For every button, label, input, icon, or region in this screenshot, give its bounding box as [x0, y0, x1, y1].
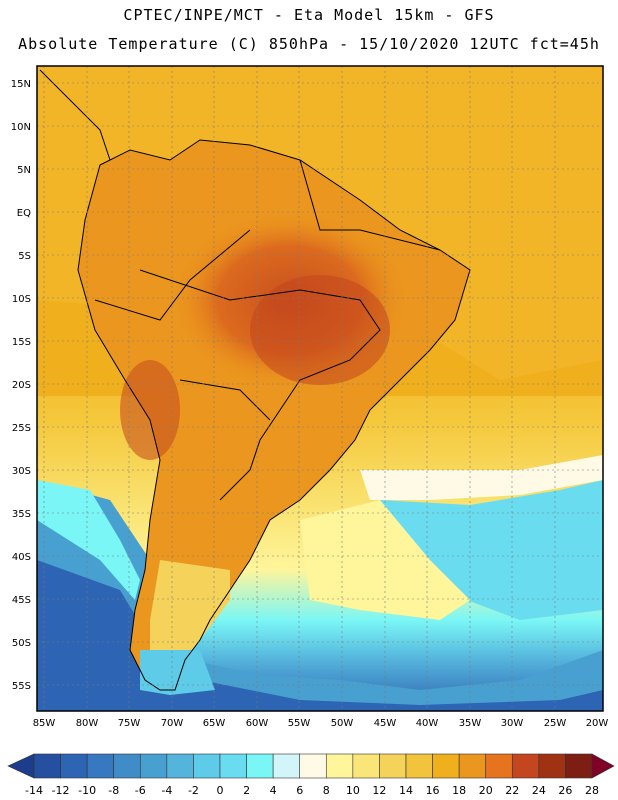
latitude-labels: 15N 10N 5N EQ 5S 10S 15S 20S 25S 30S 35S… [11, 79, 31, 692]
lat-label: 30S [12, 466, 31, 477]
colorbar-swatch [113, 753, 141, 779]
lon-label: 65W [203, 718, 226, 729]
colorbar-swatch [458, 753, 487, 779]
lat-label: EQ [17, 208, 31, 219]
lat-label: 5N [17, 165, 31, 176]
lon-label: 20W [586, 718, 609, 729]
colorbar-swatch [325, 753, 354, 779]
colorbar-swatch [511, 753, 540, 779]
colorbar-swatch [60, 753, 88, 779]
lon-label: 30W [501, 718, 524, 729]
colorbar-swatch [538, 753, 566, 779]
colorbar-label: -2 [188, 784, 199, 797]
colorbar: -14 -12 -10 -8 -6 -4 -2 0 2 4 6 8 10 12 14 16 18 20 22 24 26… [7, 753, 615, 797]
colorbar-label: -8 [108, 784, 119, 797]
colorbar-arrow-high [591, 753, 615, 779]
colorbar-label: 8 [323, 784, 330, 797]
lon-label: 40W [416, 718, 439, 729]
map-field [37, 66, 603, 711]
colorbar-swatch [379, 753, 407, 779]
colorbar-swatch [33, 753, 61, 779]
lon-label: 85W [33, 718, 56, 729]
colorbar-swatch [485, 753, 513, 779]
lat-label: 40S [12, 552, 31, 563]
lon-label: 25W [544, 718, 567, 729]
map-frame [36, 65, 604, 712]
colorbar-swatch [246, 753, 274, 779]
colorbar-swatch [299, 753, 327, 779]
colorbar-label: 26 [558, 784, 572, 797]
colorbar-label: 4 [270, 784, 277, 797]
colorbar-label: -14 [25, 784, 43, 797]
lat-label: 50S [12, 638, 31, 649]
colorbar-arrow-low [7, 753, 35, 779]
colorbar-label: 10 [346, 784, 360, 797]
colorbar-label: 22 [505, 784, 519, 797]
colorbar-label: 14 [399, 784, 413, 797]
colorbar-swatch [432, 753, 460, 779]
lat-label: 5S [18, 251, 31, 262]
colorbar-swatch [86, 753, 115, 779]
colorbar-swatch [405, 753, 433, 779]
lon-label: 55W [288, 718, 311, 729]
lat-label: 15S [12, 337, 31, 348]
colorbar-label: 18 [452, 784, 466, 797]
colorbar-label: 2 [243, 784, 250, 797]
lat-label: 25S [12, 423, 31, 434]
colorbar-swatch [272, 753, 301, 779]
colorbar-label: 28 [585, 784, 599, 797]
lat-label: 20S [12, 380, 31, 391]
lon-label: 80W [76, 718, 99, 729]
lon-label: 45W [374, 718, 397, 729]
title-line-2: Absolute Temperature (C) 850hPa - 15/10/… [18, 35, 600, 53]
colorbar-swatch [193, 753, 221, 779]
colorbar-label: -10 [78, 784, 96, 797]
lat-label: 45S [12, 595, 31, 606]
colorbar-label: 20 [479, 784, 493, 797]
colorbar-swatch [139, 753, 168, 779]
colorbar-label: 16 [426, 784, 440, 797]
colorbar-label: -12 [52, 784, 70, 797]
longitude-labels: 85W 80W 75W 70W 65W 60W 55W 50W 45W 40W … [33, 718, 609, 729]
colorbar-swatch [166, 753, 194, 779]
colorbar-label: 6 [296, 784, 303, 797]
graticule [37, 66, 603, 711]
coastlines [39, 69, 471, 691]
colorbar-label: -4 [161, 784, 172, 797]
lon-label: 35W [459, 718, 482, 729]
title-line-1: CPTEC/INPE/MCT - Eta Model 15km - GFS [123, 6, 495, 24]
colorbar-label: 12 [372, 784, 386, 797]
colorbar-swatch [352, 753, 380, 779]
lon-label: 60W [246, 718, 269, 729]
colorbar-swatch [565, 753, 593, 779]
lon-label: 70W [161, 718, 184, 729]
colorbar-label: -6 [135, 784, 146, 797]
lat-label: 55S [12, 681, 31, 692]
lat-label: 35S [12, 509, 31, 520]
colorbar-label: 0 [217, 784, 224, 797]
lon-label: 75W [118, 718, 141, 729]
lat-label: 15N [11, 79, 31, 90]
colorbar-swatch [219, 753, 247, 779]
lat-label: 10S [12, 294, 31, 305]
colorbar-label: 24 [532, 784, 546, 797]
lon-label: 50W [331, 718, 354, 729]
lat-label: 10N [11, 122, 31, 133]
